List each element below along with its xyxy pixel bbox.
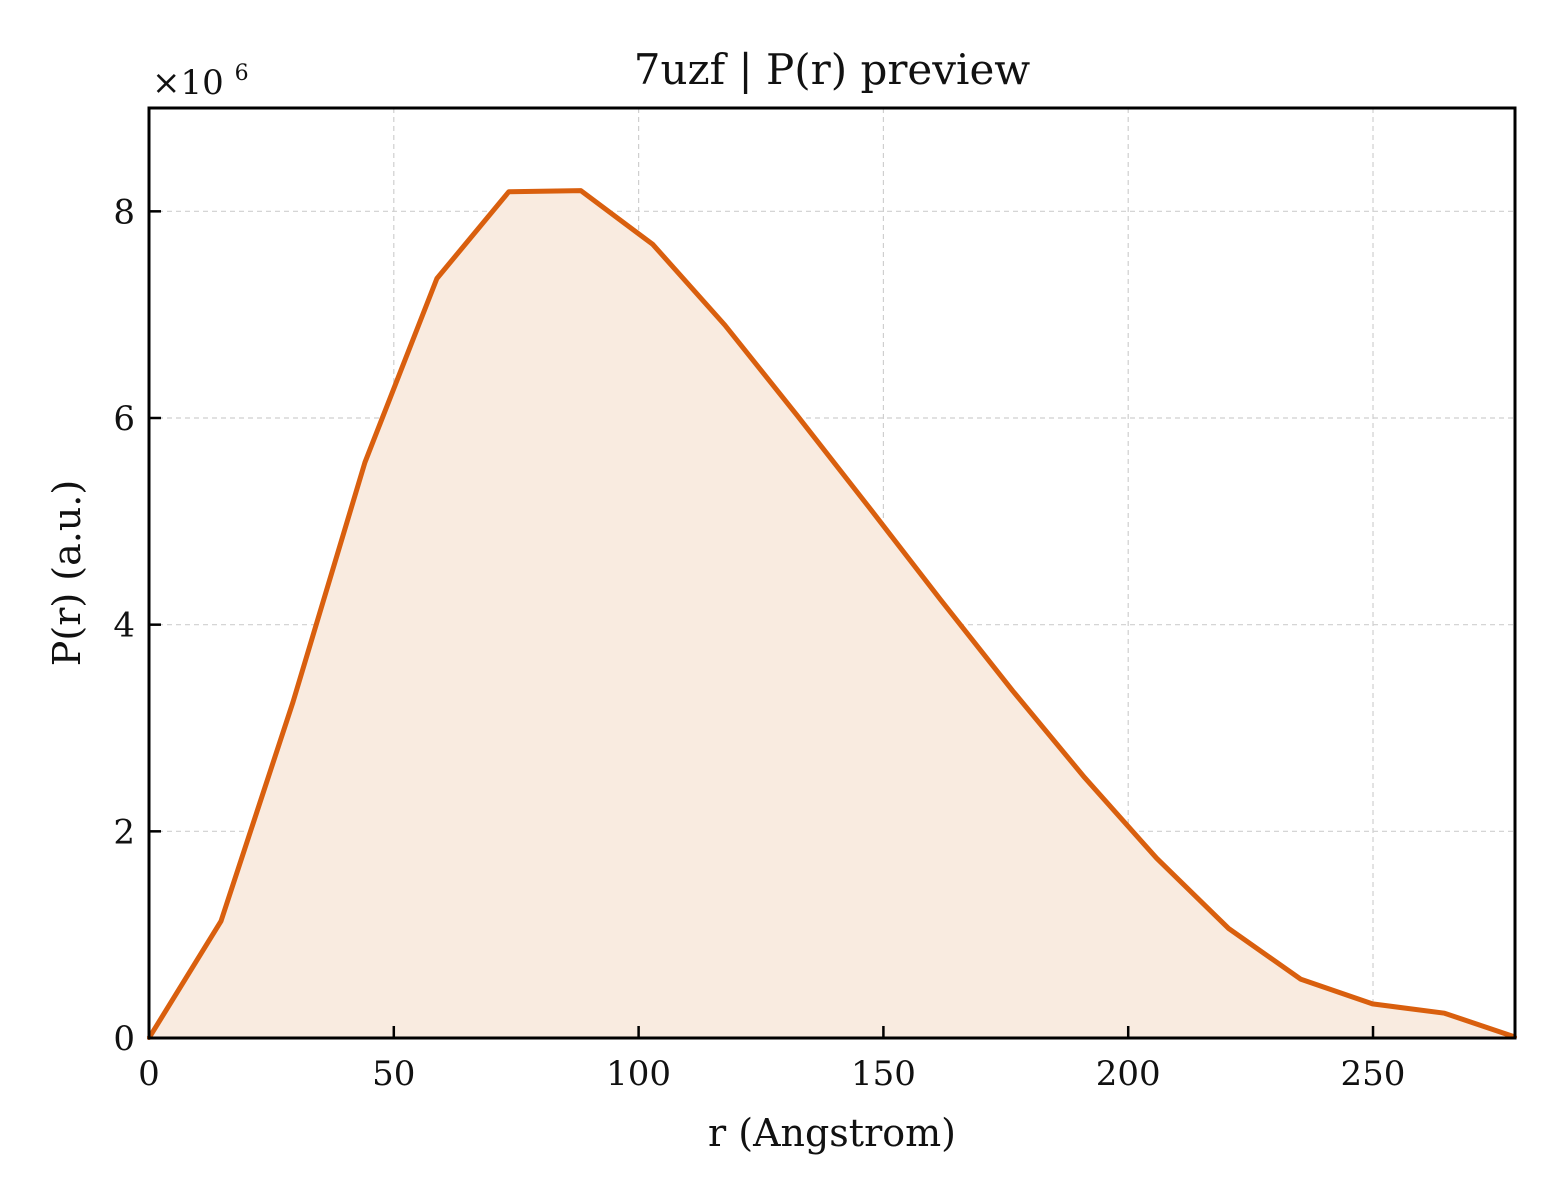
x-tick-label: 200	[1096, 1054, 1161, 1094]
data-point	[362, 460, 367, 465]
series-line	[146, 188, 1516, 1040]
x-tick-label: 50	[372, 1054, 415, 1094]
data-point	[722, 323, 727, 327]
data-point	[1442, 1011, 1447, 1016]
plot-frame	[147, 106, 1517, 1040]
data-point	[506, 189, 511, 194]
area-fill	[149, 190, 1515, 1039]
x-tick-label: 250	[1341, 1054, 1406, 1094]
data-point	[1370, 1001, 1375, 1006]
x-axis-title: r (Angstrom)	[708, 1111, 956, 1155]
y-tick-label: 2	[113, 812, 135, 852]
data-point	[938, 597, 943, 602]
data-point	[290, 700, 295, 705]
data-point	[1082, 775, 1087, 780]
data-point	[1226, 926, 1231, 931]
data-point	[218, 919, 223, 924]
data-point	[650, 242, 655, 247]
y-tick-label: 4	[113, 606, 135, 646]
y-tick-label: 0	[113, 1019, 135, 1059]
y-axis-title: P(r) (a.u.)	[45, 480, 89, 666]
x-tick-label: 150	[851, 1054, 916, 1094]
data-point	[434, 276, 439, 281]
chart-title: 7uzf | P(r) preview	[634, 45, 1031, 94]
y-multiplier-exponent: 6	[235, 61, 249, 86]
data-point	[578, 188, 583, 193]
data-point	[794, 412, 799, 417]
ticks	[147, 210, 1375, 1040]
x-tick-label: 0	[138, 1054, 160, 1094]
y-axis-multiplier: ×10 6	[152, 61, 249, 103]
y-multiplier-base: ×10	[152, 63, 224, 103]
data-point	[866, 504, 871, 509]
data-point	[1298, 977, 1303, 982]
data-point	[1154, 856, 1159, 861]
data-point	[1010, 688, 1015, 693]
x-tick-label: 100	[606, 1054, 671, 1094]
y-tick-label: 6	[113, 399, 135, 439]
y-tick-label: 8	[113, 192, 135, 232]
tick-labels: 0 50 100 150 200 250 0 2 4 6 8	[113, 192, 1405, 1094]
